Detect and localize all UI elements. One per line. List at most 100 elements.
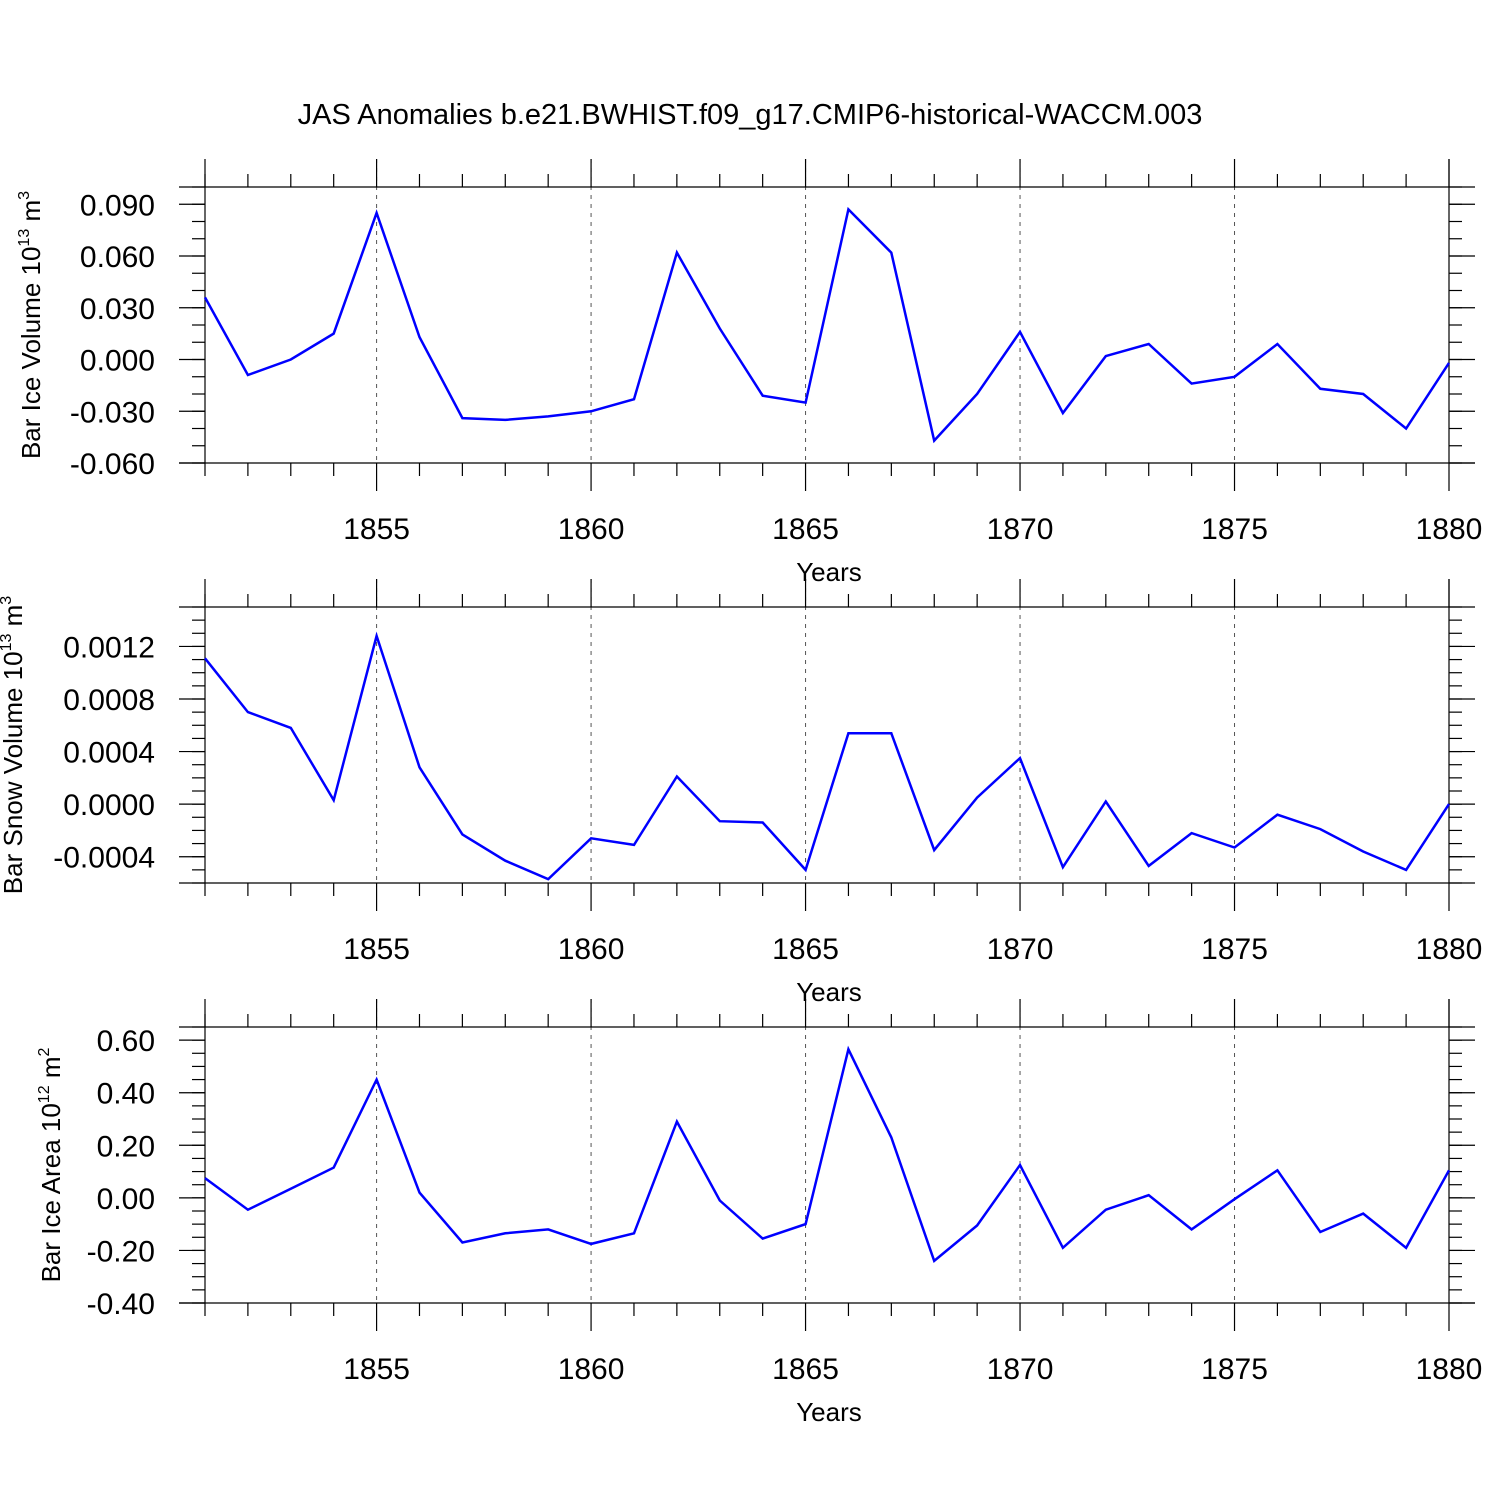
- data-point: [503, 418, 507, 422]
- data-point: [975, 796, 979, 800]
- x-tick-label: 1870: [987, 1353, 1054, 1386]
- data-point: [889, 1135, 893, 1139]
- data-point: [503, 859, 507, 863]
- data-point: [1018, 1163, 1022, 1167]
- x-tick-label: 1860: [558, 513, 625, 546]
- y-tick-label: 0.030: [80, 293, 155, 326]
- y-tick-label: -0.060: [70, 448, 155, 481]
- data-point: [632, 843, 636, 847]
- data-point: [804, 868, 808, 872]
- data-point: [460, 832, 464, 836]
- x-tick-label: 1880: [1416, 513, 1483, 546]
- data-point: [932, 848, 936, 852]
- y-tick-label: 0.0008: [63, 684, 155, 717]
- data-point: [246, 373, 250, 377]
- data-point: [1318, 1230, 1322, 1234]
- data-point: [1361, 1212, 1365, 1216]
- data-point: [1233, 1197, 1237, 1201]
- y-tick-label: 0.20: [97, 1130, 155, 1163]
- data-point: [975, 392, 979, 396]
- data-point: [846, 1047, 850, 1051]
- data-point: [246, 710, 250, 714]
- series-line: [203, 206, 1451, 444]
- data-point: [804, 401, 808, 405]
- data-point: [632, 397, 636, 401]
- data-point: [846, 207, 850, 211]
- data-point: [289, 726, 293, 730]
- panel-bar-snow-volume: 1855 1860 1865 1870 1875 1880 -0.0004 0.0000 0.0…: [0, 579, 1482, 1007]
- data-point: [589, 1242, 593, 1246]
- data-point: [889, 251, 893, 255]
- data-point: [761, 1237, 765, 1241]
- data-point: [1275, 813, 1279, 817]
- data-point: [675, 251, 679, 255]
- data-point: [460, 1241, 464, 1245]
- y-tick-label: 0.00: [97, 1183, 155, 1216]
- data-point: [1190, 1227, 1194, 1231]
- data-point: [332, 1166, 336, 1170]
- x-tick-label: 1865: [772, 1353, 839, 1386]
- data-point: [718, 326, 722, 330]
- data-point: [1104, 800, 1108, 804]
- data-point: [1404, 868, 1408, 872]
- x-tick-label: 1880: [1416, 933, 1483, 966]
- data-point: [932, 1259, 936, 1263]
- series-line: [204, 1045, 1451, 1264]
- data-point: [375, 211, 379, 215]
- data-point: [975, 1223, 979, 1227]
- data-point: [1190, 382, 1194, 386]
- y-tick-label: 0.0004: [63, 737, 155, 770]
- data-point: [1018, 330, 1022, 334]
- data-point: [332, 332, 336, 336]
- data-point: [1233, 846, 1237, 850]
- x-axis-title: Years: [796, 557, 862, 587]
- x-tick-label: 1865: [772, 933, 839, 966]
- data-point: [1061, 1246, 1065, 1250]
- x-tick-label: 1870: [987, 933, 1054, 966]
- y-tick-label: 0.40: [97, 1078, 155, 1111]
- data-point: [1404, 427, 1408, 431]
- data-point: [804, 1222, 808, 1226]
- x-tick-label: 1875: [1201, 933, 1268, 966]
- y-tick-label: -0.20: [87, 1235, 155, 1268]
- data-point: [1447, 361, 1451, 365]
- data-point: [417, 335, 421, 339]
- data-point: [1447, 1168, 1451, 1172]
- data-point: [375, 634, 379, 638]
- data-point: [417, 1191, 421, 1195]
- y-tick-label: 0.0012: [63, 631, 155, 664]
- data-point: [460, 416, 464, 420]
- data-point: [932, 439, 936, 443]
- data-point: [503, 1231, 507, 1235]
- data-point: [1404, 1246, 1408, 1250]
- data-point: [846, 731, 850, 735]
- data-point: [546, 877, 550, 881]
- x-tick-label: 1860: [558, 1353, 625, 1386]
- data-point: [889, 731, 893, 735]
- data-point: [289, 358, 293, 362]
- data-point: [761, 821, 765, 825]
- data-point: [1061, 865, 1065, 869]
- data-point: [1233, 375, 1237, 379]
- data-point: [1275, 342, 1279, 346]
- x-axis-title: Years: [796, 977, 862, 1007]
- data-point: [203, 656, 207, 660]
- y-tick-label: 0.000: [80, 345, 155, 378]
- data-point: [1275, 1168, 1279, 1172]
- data-point: [675, 775, 679, 779]
- data-point: [546, 1227, 550, 1231]
- x-tick-label: 1880: [1416, 1353, 1483, 1386]
- data-point: [1447, 802, 1451, 806]
- data-point: [375, 1078, 379, 1082]
- y-axis-title: Bar Ice Area 1012 m2: [36, 1047, 66, 1282]
- data-point: [589, 409, 593, 413]
- data-point: [546, 414, 550, 418]
- x-tick-label: 1855: [343, 513, 410, 546]
- data-point: [203, 295, 207, 299]
- data-point: [589, 836, 593, 840]
- panel-bar-ice-volume: 1855 1860 1865 1870 1875 1880 -0.060 -0.030 0.00…: [16, 159, 1482, 587]
- data-point: [761, 394, 765, 398]
- x-tick-label: 1875: [1201, 1353, 1268, 1386]
- y-tick-label: 0.060: [80, 241, 155, 274]
